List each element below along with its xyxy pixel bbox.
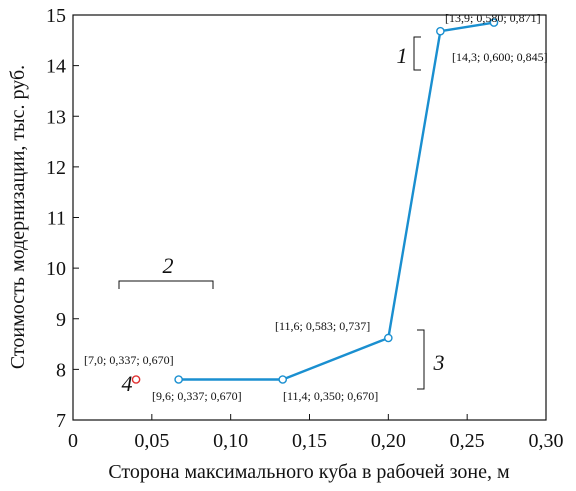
- x-axis: 0 0,05 0,10 0,15 0,20 0,25 0,30: [68, 414, 564, 452]
- bracket-group-3: [417, 329, 425, 390]
- y-axis: 7 8 9 10 11 12 13 14 15: [46, 5, 79, 432]
- data-point: [174, 375, 183, 384]
- x-tick-label: 0,15: [292, 430, 327, 452]
- y-tick-label: 15: [46, 5, 66, 27]
- data-point: [384, 333, 393, 343]
- x-tick-label: 0,10: [213, 430, 248, 452]
- group-label-2: 2: [163, 253, 174, 278]
- y-tick-label: 12: [46, 157, 66, 179]
- y-tick-label: 7: [56, 410, 66, 432]
- outlier-point: [131, 375, 141, 384]
- y-tick-label: 8: [56, 359, 66, 381]
- point-label-p2: [11,4; 0,350; 0,670]: [283, 389, 378, 403]
- y-tick-label: 11: [47, 208, 66, 230]
- point-label-p4: [14,3; 0,600; 0,845]: [452, 50, 548, 64]
- x-tick-label: 0,25: [450, 430, 485, 452]
- group-label-3: 3: [433, 350, 445, 375]
- bracket-group-1: [413, 36, 421, 71]
- x-axis-title: Сторона максимального куба в рабочей зон…: [108, 461, 510, 483]
- x-tick-label: 0,20: [371, 430, 406, 452]
- x-tick-label: 0,30: [529, 430, 564, 452]
- x-tick-label: 0: [68, 430, 78, 452]
- bracket-group-2: [118, 280, 214, 289]
- series-points: [174, 18, 499, 384]
- point-label-p1: [9,6; 0,337; 0,670]: [152, 389, 242, 403]
- x-tick-label: 0,05: [134, 430, 169, 452]
- group-label-4: 4: [122, 371, 133, 396]
- point-label-p5: [13,9; 0,580; 0,871]: [445, 11, 541, 25]
- point-label-outlier: [7,0; 0,337; 0,670]: [84, 353, 174, 367]
- data-point: [489, 18, 499, 27]
- data-point: [436, 26, 445, 36]
- y-tick-label: 10: [46, 258, 66, 280]
- y-axis-title: Стоимость модернизации, тыс. руб.: [7, 65, 29, 369]
- y-tick-label: 13: [46, 106, 66, 128]
- y-tick-label: 9: [56, 309, 66, 331]
- data-point: [278, 375, 287, 384]
- y-tick-label: 14: [46, 56, 66, 78]
- point-label-p3: [11,6; 0,583; 0,737]: [275, 319, 370, 333]
- group-label-1: 1: [397, 43, 408, 68]
